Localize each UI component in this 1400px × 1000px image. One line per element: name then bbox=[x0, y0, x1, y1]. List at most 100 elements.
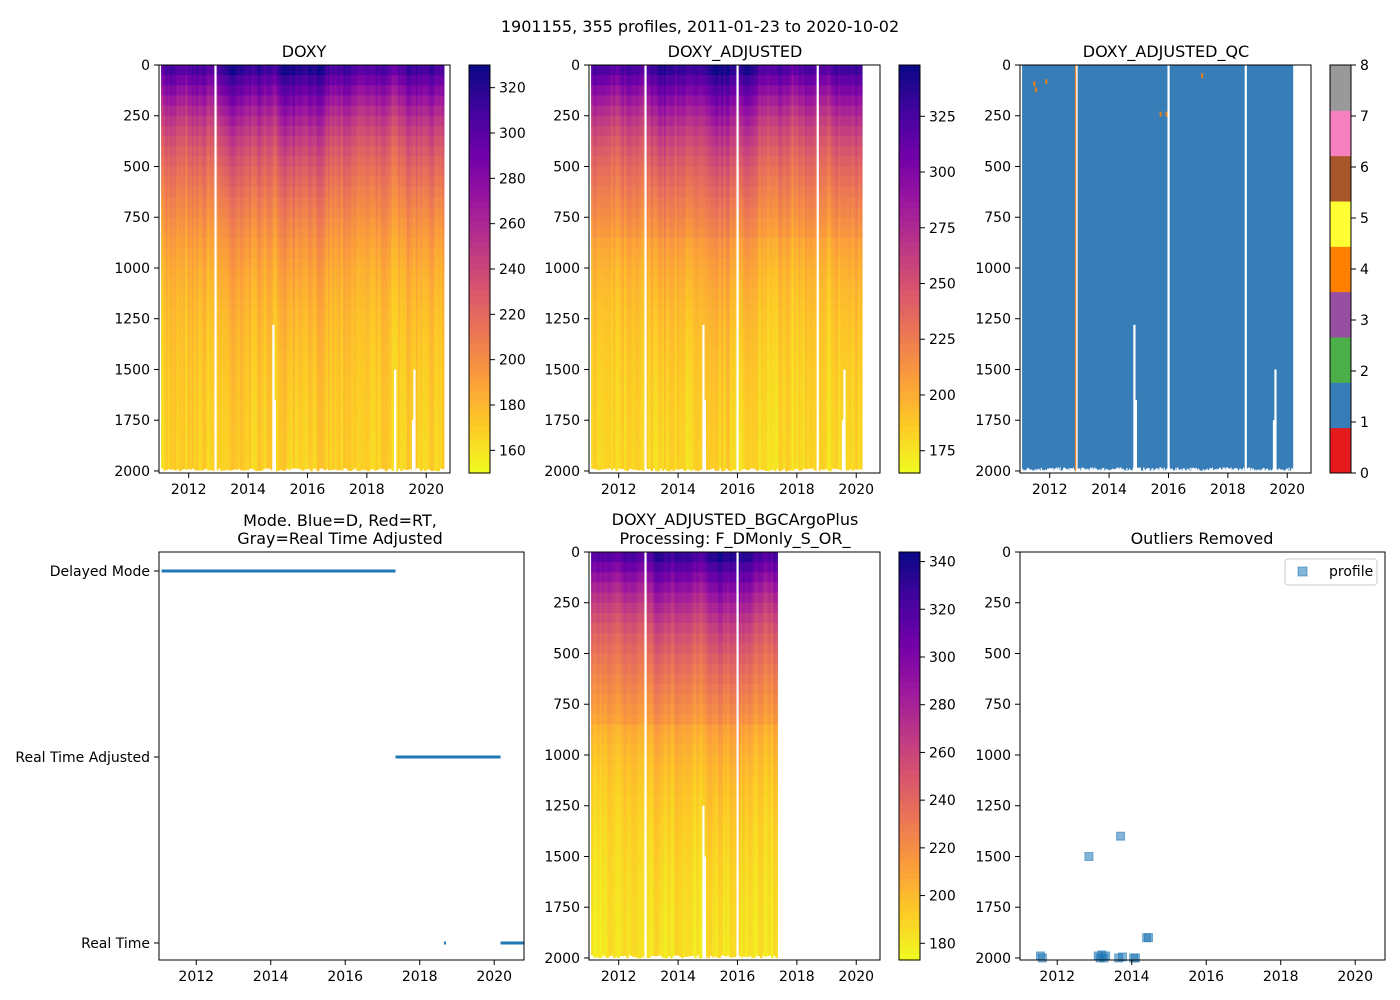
heatmap-cell bbox=[347, 288, 351, 299]
heatmap-cell bbox=[371, 186, 375, 198]
heatmap-cell bbox=[310, 379, 313, 391]
heatmap-cell bbox=[220, 318, 223, 330]
heatmap-cell bbox=[362, 125, 366, 137]
heatmap-cell bbox=[191, 125, 195, 137]
heatmap-cell bbox=[338, 136, 342, 147]
heatmap-cell bbox=[382, 308, 386, 320]
heatmap-cell bbox=[264, 298, 267, 309]
heatmap-cell bbox=[204, 65, 208, 76]
heatmap-cell bbox=[237, 237, 241, 249]
heatmap-cell bbox=[360, 369, 364, 381]
heatmap-cell bbox=[312, 207, 316, 218]
heatmap-cell bbox=[294, 369, 298, 381]
heatmap-cell bbox=[277, 156, 280, 167]
heatmap-cell bbox=[248, 298, 252, 309]
heatmap-cell bbox=[270, 237, 274, 249]
heatmap-cell bbox=[257, 146, 261, 157]
heatmap-cell bbox=[246, 349, 250, 360]
heatmap-cell bbox=[174, 115, 177, 127]
heatmap-cell bbox=[246, 399, 250, 411]
heatmap-cell bbox=[165, 440, 169, 452]
heatmap-cell bbox=[251, 85, 254, 96]
heatmap-cell bbox=[268, 308, 272, 320]
heatmap-cell bbox=[329, 85, 333, 96]
heatmap-cell bbox=[365, 379, 368, 391]
heatmap-cell bbox=[231, 379, 234, 391]
heatmap-cell bbox=[204, 125, 208, 137]
heatmap-cell bbox=[373, 75, 377, 86]
heatmap-cell bbox=[264, 369, 267, 381]
heatmap-cell bbox=[384, 389, 388, 401]
heatmap-cell bbox=[356, 379, 359, 391]
heatmap-cell bbox=[351, 440, 355, 452]
heatmap-cell bbox=[270, 298, 274, 309]
heatmap-cell bbox=[327, 379, 331, 391]
heatmap-cell bbox=[261, 105, 265, 117]
heatmap-cell bbox=[312, 349, 316, 360]
heatmap-cell bbox=[312, 176, 316, 188]
heatmap-cell bbox=[163, 318, 166, 330]
heatmap-cell bbox=[215, 247, 219, 259]
heatmap-cell bbox=[251, 399, 254, 411]
heatmap-cell bbox=[305, 349, 309, 360]
heatmap-cell bbox=[193, 308, 197, 320]
heatmap-cell bbox=[246, 420, 250, 431]
heatmap-cell bbox=[376, 65, 379, 76]
heatmap-cell bbox=[349, 278, 353, 289]
heatmap-cell bbox=[275, 308, 278, 320]
heatmap-cell bbox=[189, 186, 193, 198]
heatmap-cell bbox=[376, 298, 379, 309]
heatmap-cell bbox=[312, 227, 316, 238]
heatmap-cell bbox=[172, 247, 175, 259]
heatmap-cell bbox=[235, 450, 239, 462]
heatmap-cell bbox=[229, 288, 232, 299]
heatmap-cell bbox=[272, 176, 276, 188]
heatmap-cell bbox=[365, 105, 368, 117]
heatmap-cell bbox=[380, 430, 384, 441]
heatmap-cell bbox=[369, 430, 373, 441]
heatmap-cell bbox=[178, 207, 182, 218]
heatmap-cell bbox=[281, 399, 285, 411]
heatmap-cell bbox=[292, 440, 296, 452]
heatmap-cell bbox=[259, 389, 263, 401]
heatmap-cell bbox=[288, 359, 291, 370]
heatmap-cell bbox=[229, 125, 232, 137]
heatmap-cell bbox=[299, 95, 302, 106]
heatmap-cell bbox=[240, 359, 243, 370]
heatmap-cell bbox=[319, 389, 322, 401]
heatmap-cell bbox=[196, 308, 199, 320]
heatmap-cell bbox=[362, 369, 366, 381]
heatmap-cell bbox=[209, 105, 212, 117]
heatmap-cell bbox=[235, 460, 239, 470]
heatmap-cell bbox=[288, 75, 291, 86]
heatmap-cell bbox=[314, 339, 318, 350]
heatmap-cell bbox=[290, 308, 294, 320]
heatmap-cell bbox=[316, 298, 320, 309]
heatmap-cell bbox=[369, 278, 373, 289]
heatmap-cell bbox=[345, 146, 348, 157]
heatmap-cell bbox=[266, 359, 269, 370]
heatmap-cell bbox=[316, 399, 320, 411]
heatmap-cell bbox=[189, 288, 193, 299]
heatmap-cell bbox=[356, 156, 359, 167]
heatmap-cell bbox=[229, 460, 232, 471]
heatmap-cell bbox=[261, 75, 265, 86]
heatmap-cell bbox=[312, 430, 316, 441]
heatmap-cell bbox=[277, 186, 280, 198]
heatmap-cell bbox=[207, 186, 210, 198]
heatmap-cell bbox=[178, 328, 182, 340]
heatmap-cell bbox=[224, 247, 228, 259]
heatmap-cell bbox=[378, 328, 381, 340]
heatmap-cell bbox=[384, 359, 388, 370]
heatmap-cell bbox=[226, 339, 230, 350]
heatmap-cell bbox=[329, 207, 333, 218]
heatmap-cell bbox=[351, 237, 355, 249]
heatmap-cell bbox=[255, 65, 258, 76]
heatmap-cell bbox=[310, 237, 313, 249]
heatmap-cell bbox=[371, 207, 375, 218]
heatmap-cell bbox=[257, 176, 261, 188]
heatmap-cell bbox=[349, 328, 353, 340]
heatmap-cell bbox=[270, 105, 274, 117]
heatmap-cell bbox=[189, 217, 193, 228]
heatmap-cell bbox=[226, 389, 230, 401]
